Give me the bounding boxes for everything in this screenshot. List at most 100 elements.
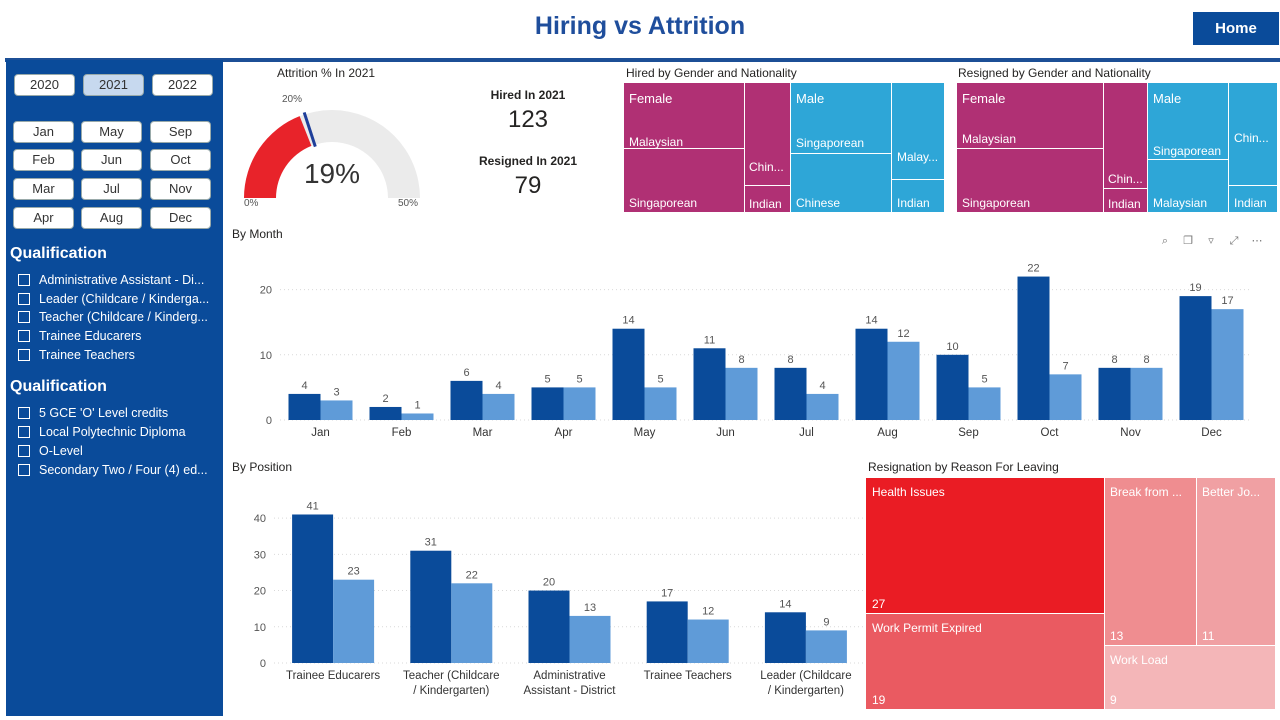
bar-resigned[interactable]	[644, 387, 677, 420]
resigned-treemap-title: Resigned by Gender and Nationality	[958, 66, 1151, 80]
checkbox[interactable]	[18, 293, 30, 305]
education-option[interactable]: 5 GCE 'O' Level credits	[18, 404, 220, 422]
qualification-option[interactable]: Trainee Educarers	[18, 327, 220, 345]
checkbox[interactable]	[18, 426, 30, 438]
bar-hired[interactable]	[855, 328, 888, 420]
treemap-cell[interactable]: Male Singaporean	[791, 83, 892, 154]
bar-hired[interactable]	[1017, 276, 1050, 420]
checkbox[interactable]	[18, 445, 30, 457]
bar-resigned[interactable]	[401, 413, 434, 420]
month-button-apr[interactable]: Apr	[13, 207, 74, 229]
bar-resigned[interactable]	[887, 341, 920, 420]
education-option[interactable]: Local Polytechnic Diploma	[18, 423, 220, 441]
checkbox[interactable]	[18, 464, 30, 476]
month-button-sep[interactable]: Sep	[150, 121, 211, 143]
checkbox[interactable]	[18, 349, 30, 361]
bar-resigned[interactable]	[451, 583, 493, 663]
reason-cell-work-permit-expired[interactable]: Work Permit Expired 19	[866, 614, 1105, 710]
bar-hired[interactable]	[1098, 367, 1131, 420]
education-option[interactable]: O-Level	[18, 442, 220, 460]
bar-resigned[interactable]	[968, 387, 1001, 420]
bar-hired[interactable]	[531, 387, 564, 420]
month-button-aug[interactable]: Aug	[81, 207, 142, 229]
bar-resigned[interactable]	[805, 630, 847, 663]
copy-icon[interactable]: ❐	[1183, 235, 1193, 247]
bar-resigned[interactable]	[806, 393, 839, 420]
bar-resigned[interactable]	[320, 400, 353, 420]
treemap-cell[interactable]: Chinese	[791, 154, 892, 213]
year-button-2022[interactable]: 2022	[152, 74, 213, 96]
qualification-option[interactable]: Administrative Assistant - Di...	[18, 271, 220, 289]
checkbox[interactable]	[18, 407, 30, 419]
bar-hired[interactable]	[646, 601, 688, 663]
education-option[interactable]: Secondary Two / Four (4) ed...	[18, 461, 220, 479]
treemap-cell[interactable]: Chin...	[745, 83, 791, 186]
filter-icon[interactable]: ▿	[1208, 235, 1214, 247]
bar-resigned[interactable]	[687, 619, 729, 663]
treemap-cell[interactable]: Indian	[892, 180, 945, 213]
month-button-feb[interactable]: Feb	[13, 149, 74, 171]
focus-mode-icon[interactable]: ⤢	[1229, 235, 1239, 247]
reason-cell-break[interactable]: Break from ... 13	[1105, 478, 1197, 646]
bar-hired[interactable]	[693, 348, 726, 420]
month-button-oct[interactable]: Oct	[150, 149, 211, 171]
treemap-cell[interactable]: Female Malaysian	[624, 83, 745, 149]
year-button-2021[interactable]: 2021	[83, 74, 144, 96]
bar-resigned[interactable]	[333, 579, 375, 663]
month-button-jun[interactable]: Jun	[81, 149, 142, 171]
bar-hired[interactable]	[936, 354, 969, 420]
month-button-jul[interactable]: Jul	[81, 178, 142, 200]
month-button-nov[interactable]: Nov	[150, 178, 211, 200]
pin-icon[interactable]: ⌕	[1161, 235, 1169, 247]
treemap-cell[interactable]: Malaysian	[1148, 160, 1229, 213]
qualification-option[interactable]: Teacher (Childcare / Kinderg...	[18, 308, 220, 326]
bar-resigned[interactable]	[1049, 374, 1082, 420]
month-button-jan[interactable]: Jan	[13, 121, 74, 143]
checkbox[interactable]	[18, 274, 30, 286]
bar-hired[interactable]	[764, 612, 806, 663]
treemap-cell[interactable]: Male Singaporean	[1148, 83, 1229, 160]
checkbox[interactable]	[18, 311, 30, 323]
treemap-cell[interactable]: Indian	[1104, 189, 1148, 213]
treemap-cell[interactable]: Indian	[745, 186, 791, 213]
treemap-cell[interactable]: Indian	[1229, 186, 1278, 213]
reason-cell-work-load[interactable]: Work Load 9	[1105, 646, 1276, 710]
checkbox[interactable]	[18, 330, 30, 342]
month-button-may[interactable]: May	[81, 121, 142, 143]
bar-hired[interactable]	[369, 406, 402, 420]
bar-resigned[interactable]	[725, 367, 758, 420]
reason-cell-health-issues[interactable]: Health Issues 27	[866, 478, 1105, 614]
treemap-cell[interactable]: Chin...	[1104, 83, 1148, 189]
year-button-2020[interactable]: 2020	[14, 74, 75, 96]
month-button-mar[interactable]: Mar	[13, 178, 74, 200]
bar-resigned[interactable]	[1211, 309, 1244, 420]
home-button[interactable]: Home	[1193, 12, 1279, 45]
bar-resigned[interactable]	[569, 615, 611, 663]
gauge-max-label: 50%	[398, 198, 418, 209]
bar-resigned[interactable]	[1130, 367, 1163, 420]
qualification-option[interactable]: Trainee Teachers	[18, 346, 220, 364]
treemap-cell[interactable]: Malay...	[892, 83, 945, 180]
bar-hired[interactable]	[528, 590, 570, 663]
reason-cell-better-job[interactable]: Better Jo... 11	[1197, 478, 1276, 646]
data-label: 19	[1189, 282, 1201, 294]
y-tick-label: 20	[254, 586, 266, 598]
bar-hired[interactable]	[410, 550, 452, 663]
month-button-dec[interactable]: Dec	[150, 207, 211, 229]
treemap-cell[interactable]: Chin...	[1229, 83, 1278, 186]
bar-hired[interactable]	[288, 393, 321, 420]
treemap-cell[interactable]: Female Malaysian	[957, 83, 1104, 149]
bar-hired[interactable]	[774, 367, 807, 420]
bar-hired[interactable]	[1179, 296, 1212, 420]
bar-hired[interactable]	[292, 514, 334, 663]
treemap-cell[interactable]: Singaporean	[624, 149, 745, 213]
x-tick-label: Jan	[311, 427, 330, 439]
qualification-option[interactable]: Leader (Childcare / Kindergа...	[18, 290, 220, 308]
more-options-icon[interactable]: ⋯	[1251, 235, 1263, 247]
bar-hired[interactable]	[450, 380, 483, 420]
x-tick-label: / Kindergarten)	[413, 685, 489, 697]
bar-hired[interactable]	[612, 328, 645, 420]
bar-resigned[interactable]	[482, 393, 515, 420]
bar-resigned[interactable]	[563, 387, 596, 420]
treemap-cell[interactable]: Singaporean	[957, 149, 1104, 213]
